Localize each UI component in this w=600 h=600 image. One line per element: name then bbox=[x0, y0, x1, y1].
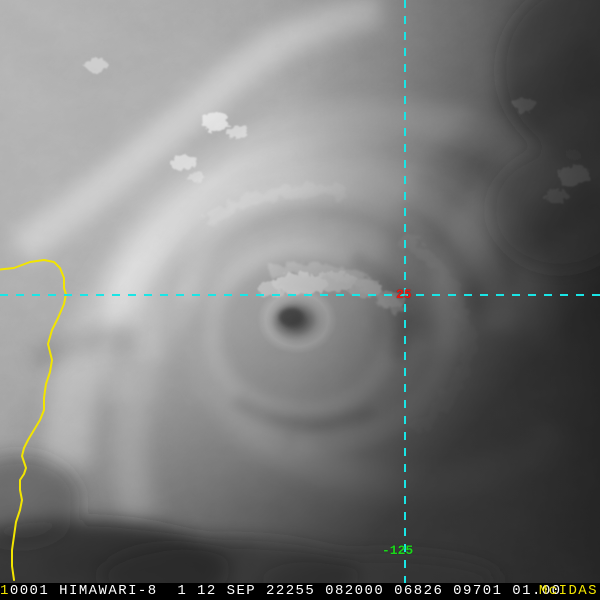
satellite-image-canvas[interactable]: 25 -125 bbox=[0, 0, 600, 583]
latitude-label: 25 bbox=[396, 287, 412, 302]
image-info-bar: 10001 HIMAWARI-8 1 12 SEP 22255 082000 0… bbox=[0, 583, 600, 600]
mcidas-brand-label: McIDAS bbox=[538, 583, 598, 599]
longitude-label: -125 bbox=[382, 543, 414, 558]
archive-lead-char: 1 bbox=[0, 583, 10, 599]
satellite-raster bbox=[0, 0, 600, 583]
metadata-rest: 0001 HIMAWARI-8 1 12 SEP 22255 082000 06… bbox=[9, 583, 562, 599]
image-metadata-text: 10001 HIMAWARI-8 1 12 SEP 22255 082000 0… bbox=[0, 583, 562, 600]
